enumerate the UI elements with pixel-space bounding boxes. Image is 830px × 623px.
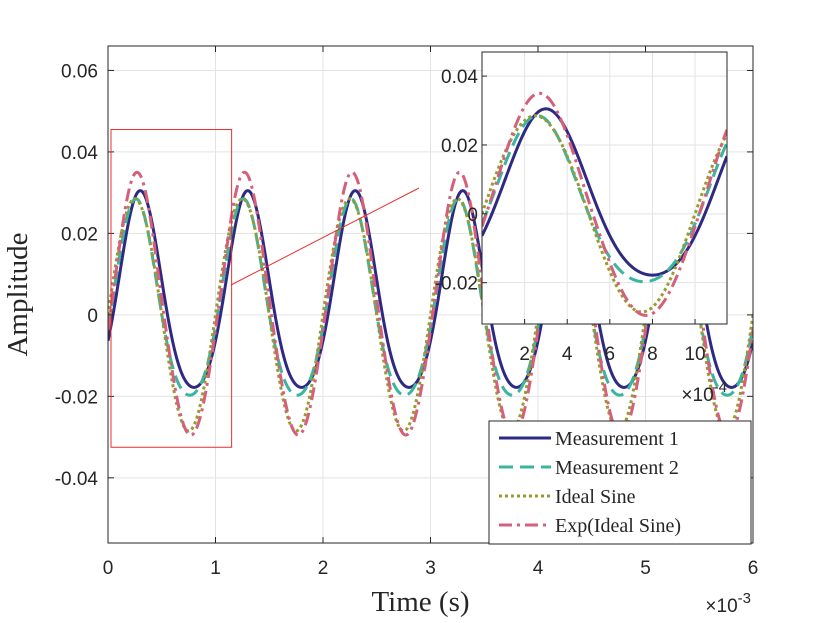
series-line-measurement-1 <box>108 189 753 389</box>
inset-x-exponent-label: ×10-4 <box>681 379 727 406</box>
inset-x-tick-label: 2 <box>519 344 530 365</box>
inset-axes-frame <box>481 51 728 325</box>
legend-label: Measurement 2 <box>555 457 679 479</box>
inset-x-tick-label: 6 <box>605 344 616 365</box>
legend: Measurement 1 Measurement 2 Ideal Sine Exp(… <box>488 420 752 545</box>
zoom-connector-line <box>230 187 420 286</box>
y-tick-label: 0.02 <box>61 224 98 245</box>
inset-y-tick-label: 0.04 <box>441 67 478 88</box>
x-axis-label: Time (s) <box>371 586 469 618</box>
legend-label: Ideal Sine <box>555 486 636 508</box>
main-series-group <box>108 170 753 437</box>
x-tick-label: 6 <box>748 558 759 579</box>
inset-series-group <box>482 91 727 317</box>
x-tick-label: 0 <box>103 558 114 579</box>
x-tick-label: 1 <box>210 558 221 579</box>
legend-label: Measurement 1 <box>555 428 679 450</box>
y-tick-label: 0 <box>87 306 98 327</box>
legend-label: Exp(Ideal Sine) <box>555 515 681 537</box>
y-tick-label: -0.04 <box>55 469 99 490</box>
inset-plot-area <box>482 52 727 324</box>
inset-y-tick-label: 0.02 <box>441 136 478 157</box>
y-tick-label: 0.06 <box>61 61 98 82</box>
x-tick-label: 2 <box>318 558 329 579</box>
inset-x-tick-label: 8 <box>647 344 658 365</box>
x-tick-label: 4 <box>533 558 544 579</box>
y-axis-label: Amplitude <box>2 232 34 356</box>
inset-x-tick-label: 4 <box>562 344 573 365</box>
x-exponent-label: ×10-3 <box>705 590 751 617</box>
inset-y-tick-label: 0 <box>467 205 478 226</box>
series-line-exp-ideal-sine- <box>108 170 753 437</box>
y-tick-label: 0.04 <box>61 143 98 164</box>
x-tick-label: 5 <box>640 558 651 579</box>
zoom-region-box <box>110 129 233 448</box>
y-tick-label: -0.02 <box>55 387 98 408</box>
inset-series-line-exp-ideal-sine- <box>482 91 727 317</box>
x-tick-label: 3 <box>425 558 436 579</box>
inset-x-tick-label: 10 <box>684 344 705 365</box>
inset-y-tick-label: -0.02 <box>435 274 478 295</box>
inset-series-line-ideal-sine <box>482 114 727 314</box>
